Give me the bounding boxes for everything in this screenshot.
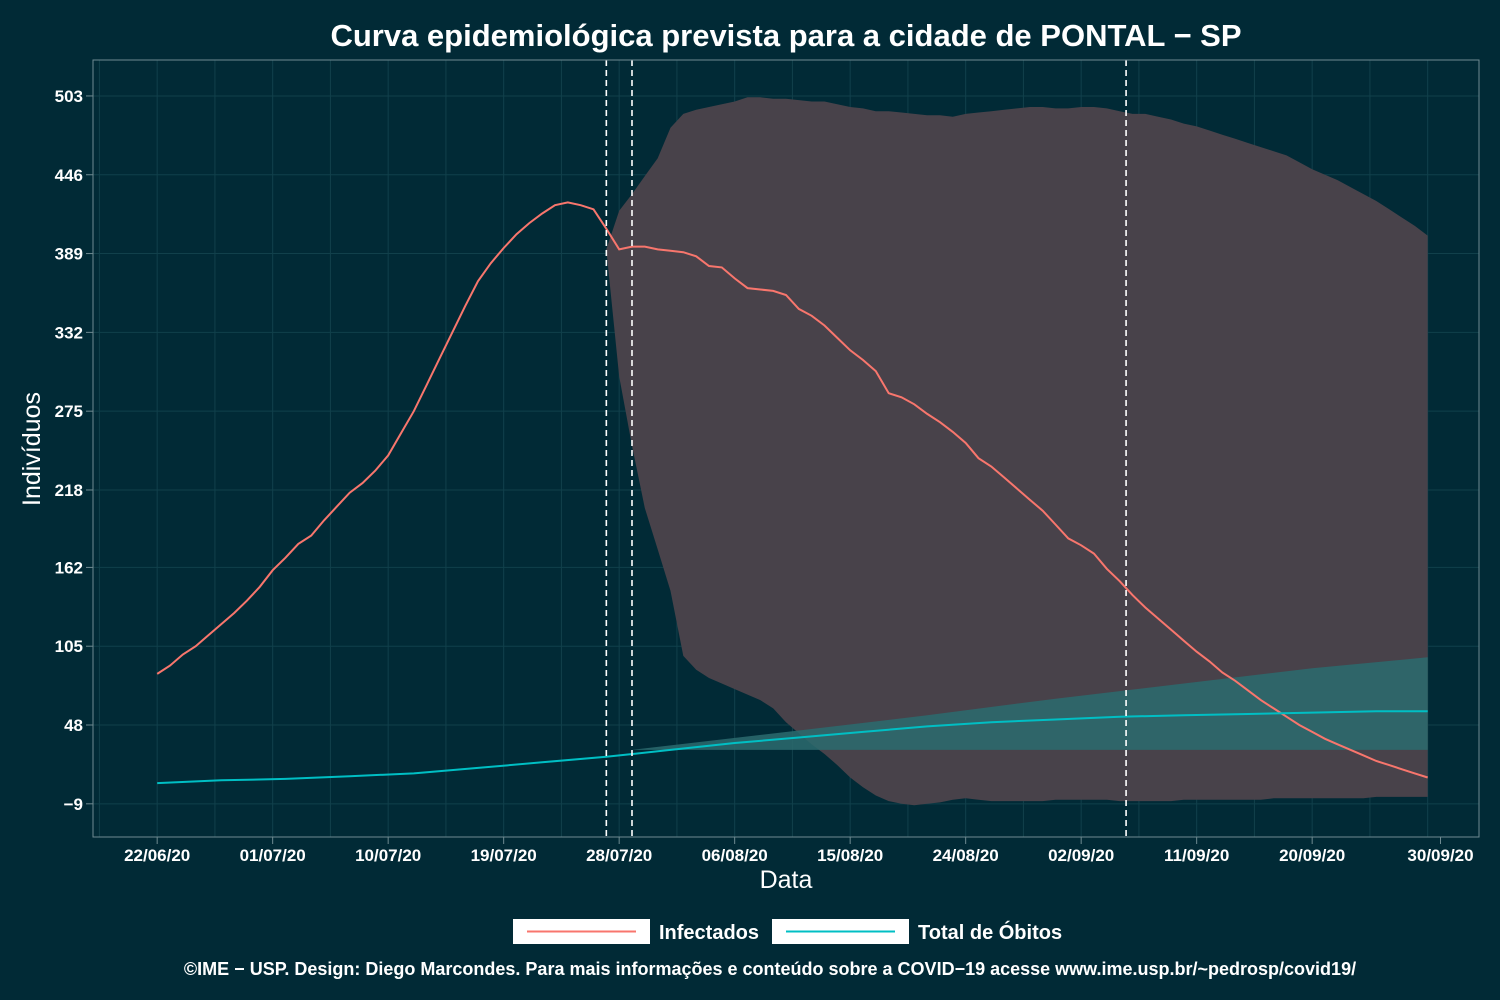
x-tick-label: 15/08/20: [817, 846, 883, 865]
series-line-infectados: [156, 201, 1429, 779]
chart-title: Curva epidemiológica prevista para a cid…: [330, 18, 1241, 53]
x-tick-label: 19/07/20: [471, 846, 537, 865]
x-axis-label: Data: [760, 866, 813, 894]
legend-label-infectados: Infectados: [659, 922, 759, 944]
y-axis-ticks: −9 48 105 162 218 275 332 389 446 503: [55, 87, 93, 814]
x-tick-label: 22/06/20: [124, 846, 190, 865]
x-tick-label: 24/08/20: [933, 846, 999, 865]
legend-label-obitos: Total de Óbitos: [918, 920, 1062, 944]
x-tick-label: 11/09/20: [1164, 846, 1229, 865]
caption: ©IME − USP. Design: Diego Marcondes. Par…: [184, 959, 1356, 979]
confidence-bands: [606, 97, 1428, 806]
x-tick-label: 30/09/20: [1407, 846, 1473, 865]
y-tick-label: 446: [55, 166, 83, 185]
x-axis-ticks: 22/06/20 01/07/20 10/07/20 19/07/20 28/07/20…: [124, 837, 1474, 865]
x-tick-label: 02/09/20: [1048, 846, 1114, 865]
y-tick-label: 162: [55, 558, 83, 577]
y-tick-label: −9: [64, 795, 83, 814]
series-line-obitos: [157, 710, 1428, 785]
y-tick-label: 48: [64, 716, 83, 735]
x-tick-label: 06/08/20: [702, 846, 768, 865]
y-tick-label: 389: [55, 245, 83, 264]
series-lines: [156, 201, 1429, 785]
y-tick-label: 218: [55, 481, 83, 500]
y-tick-label: 105: [55, 637, 83, 656]
band-obitos: [632, 657, 1428, 750]
y-tick-label: 503: [55, 87, 83, 106]
y-tick-label: 332: [55, 323, 83, 342]
x-tick-label: 10/07/20: [355, 846, 421, 865]
panel-border: [92, 59, 1480, 838]
x-tick-label: 20/09/20: [1279, 846, 1345, 865]
y-axis-label: Indivíduos: [18, 392, 46, 506]
x-tick-label: 28/07/20: [586, 846, 652, 865]
x-tick-label: 01/07/20: [240, 846, 306, 865]
legend: Infectados Total de Óbitos: [513, 919, 1062, 944]
y-tick-label: 275: [55, 402, 83, 421]
band-infectados: [606, 97, 1428, 806]
